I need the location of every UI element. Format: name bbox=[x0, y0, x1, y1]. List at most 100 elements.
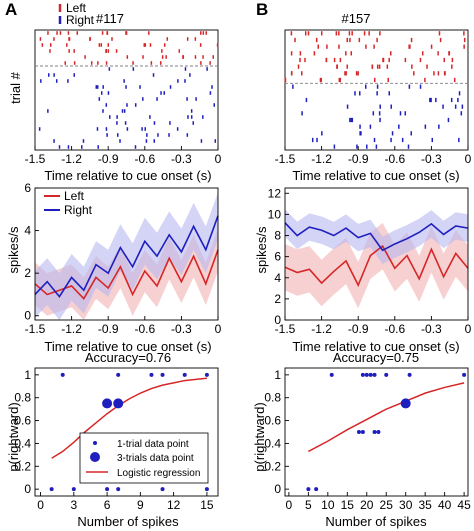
logit_A-xtick-label: 6 bbox=[104, 498, 111, 512]
rate_B-ytick-label: 6 bbox=[274, 250, 281, 264]
one-trial-point bbox=[60, 372, 65, 377]
raster_B-xtick-label: 0 bbox=[465, 152, 472, 166]
raster_B-xtick-label: -0.6 bbox=[384, 152, 405, 166]
raster_B-frame bbox=[284, 29, 469, 151]
legend-3trial-marker bbox=[90, 452, 100, 462]
logit_B-xtick-label: 30 bbox=[399, 498, 413, 512]
right-rate-line bbox=[284, 222, 469, 252]
logit_A-ytick-label: 0 bbox=[24, 482, 31, 496]
logit_B-xtick-label: 10 bbox=[321, 498, 335, 512]
left-error-band bbox=[285, 222, 468, 309]
rate_B-ytick-label: 8 bbox=[274, 229, 281, 243]
one-trial-point bbox=[376, 430, 381, 434]
raster-b-title: #157 bbox=[342, 11, 371, 26]
panel-letter-a: A bbox=[5, 0, 17, 19]
one-trial-point bbox=[384, 372, 389, 377]
rate_A-xtick-label: -1.2 bbox=[61, 322, 82, 336]
one-trial-point bbox=[149, 372, 154, 377]
raster_A-xtick-label: 0 bbox=[215, 152, 222, 166]
one-trial-point bbox=[160, 372, 165, 377]
raster-a-title: #117 bbox=[96, 11, 124, 26]
one-trial-point bbox=[360, 372, 365, 377]
rate_B-ytick-label: 2 bbox=[274, 292, 281, 306]
rate_A-ytick-label: 6 bbox=[24, 181, 31, 195]
logit_B-xtick-label: 35 bbox=[418, 498, 432, 512]
rate_B-xtick-label: -1.5 bbox=[275, 322, 296, 336]
logit-chart-a: Accuracy=0.76 p(rightward) Number of spi… bbox=[6, 350, 219, 529]
logit_B-xtick-label: 45 bbox=[457, 498, 471, 512]
one-trial-point bbox=[204, 372, 209, 377]
logit-a-legend-1trial: 1-trial data point bbox=[117, 439, 189, 450]
raster_B-xtick-label: -1.2 bbox=[311, 152, 332, 166]
raster-a-legend-left: Left bbox=[66, 1, 87, 15]
rate-a-xlabel: Time relative to cue onset (s) bbox=[44, 339, 211, 354]
logit_B-ytick-label: 0.8 bbox=[264, 391, 281, 405]
logit-chart-b: Accuracy=0.75 p(rightward) Number of spi… bbox=[252, 350, 471, 529]
one-trial-point bbox=[372, 372, 377, 377]
logit-a-ylabel: p(rightward) bbox=[6, 402, 21, 471]
right-rate-line bbox=[34, 215, 219, 298]
one-trial-point bbox=[372, 430, 377, 434]
one-trial-point bbox=[306, 487, 311, 492]
rate_A-ytick-label: 0 bbox=[24, 309, 31, 323]
rate_B-xtick-label: 0 bbox=[465, 322, 472, 336]
logit_B-ytick-label: 0.4 bbox=[264, 436, 281, 450]
one-trial-point bbox=[364, 372, 369, 377]
logit_A-ytick-label: 0.4 bbox=[14, 436, 31, 450]
logit_B-xtick-label: 25 bbox=[380, 498, 394, 512]
one-trial-point bbox=[329, 372, 334, 377]
logit_B-frame bbox=[284, 367, 469, 497]
logit-b-title: Accuracy=0.75 bbox=[333, 350, 419, 365]
logit-a-title: Accuracy=0.76 bbox=[85, 350, 171, 365]
raster_A-xtick-label: -1.5 bbox=[25, 152, 46, 166]
raster-a-xlabel: Time relative to cue onset (s) bbox=[44, 168, 211, 183]
raster_A-frame bbox=[34, 29, 219, 151]
logit_A-xtick-label: 9 bbox=[137, 498, 144, 512]
logit_B-ytick-label: 1 bbox=[274, 368, 281, 382]
one-trial-point bbox=[462, 372, 467, 377]
panel-letter-b: B bbox=[256, 0, 268, 19]
rate_A-xtick-label: -0.9 bbox=[98, 322, 119, 336]
one-trial-point bbox=[116, 372, 121, 377]
raster_B-xtick-label: -0.3 bbox=[421, 152, 442, 166]
logit-b-ylabel: p(rightward) bbox=[252, 402, 267, 471]
one-trial-point bbox=[71, 487, 76, 492]
logistic-regression-curve bbox=[308, 382, 465, 453]
raster_B-xtick-label: -1.5 bbox=[275, 152, 296, 166]
rate_B-ytick-label: 4 bbox=[274, 271, 281, 285]
raster_B-xtick-label: -0.9 bbox=[348, 152, 369, 166]
raster_A-xtick-label: -1.2 bbox=[61, 152, 82, 166]
logit_B-xtick-label: 40 bbox=[438, 498, 452, 512]
logit-a-legend-logistic: Logistic regression bbox=[117, 468, 200, 479]
logit_B-xtick-label: 0 bbox=[286, 498, 293, 512]
rate_A-xtick-label: -0.3 bbox=[171, 322, 192, 336]
rate-a-legend: Left Right bbox=[44, 189, 93, 217]
raster-chart-a: #117 Left Right trial # Time relative to… bbox=[8, 1, 222, 183]
logit_B-xtick-label: 5 bbox=[305, 498, 312, 512]
rate-chart-a: Left Right spikes/s Time relative to cue… bbox=[6, 181, 222, 354]
logit_A-ytick-label: 0.8 bbox=[14, 391, 31, 405]
rate-chart-b: spikes/s Time relative to cue onset (s) … bbox=[254, 186, 472, 354]
logit_A-frame bbox=[34, 367, 219, 497]
one-trial-point bbox=[105, 487, 110, 492]
rate-b-ylabel: spikes/s bbox=[254, 226, 269, 273]
rate_A-ytick-label: 4 bbox=[24, 224, 31, 238]
logit_B-xtick-label: 20 bbox=[360, 498, 374, 512]
one-trial-point bbox=[360, 430, 365, 434]
left-rate-line bbox=[284, 244, 469, 288]
three-trial-point bbox=[113, 398, 124, 409]
raster_A-xtick-label: -0.6 bbox=[134, 152, 155, 166]
one-trial-point bbox=[314, 487, 319, 492]
rate-a-ylabel: spikes/s bbox=[6, 226, 21, 273]
logit_A-ytick-label: 0.2 bbox=[14, 459, 31, 473]
logit-a-xlabel: Number of spikes bbox=[77, 514, 179, 529]
rate_B-xtick-label: -0.3 bbox=[421, 322, 442, 336]
rate_A-xtick-label: -0.6 bbox=[134, 322, 155, 336]
rate_B-ytick-label: 12 bbox=[268, 186, 282, 200]
one-trial-point bbox=[204, 487, 209, 492]
logit_B-xtick-label: 15 bbox=[341, 498, 355, 512]
raster-b-xlabel: Time relative to cue onset (s) bbox=[292, 168, 459, 183]
right-error-band bbox=[285, 209, 468, 265]
rate_A-frame bbox=[34, 187, 219, 321]
